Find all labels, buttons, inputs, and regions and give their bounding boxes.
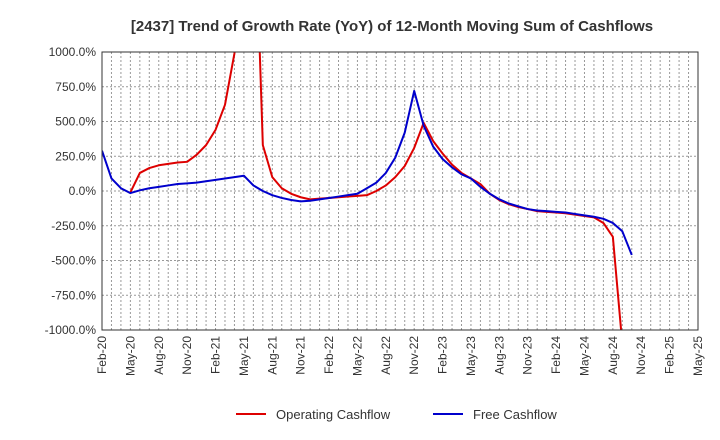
y-tick-label: -500.0% [51,254,96,268]
y-tick-label: -1000.0% [45,323,97,337]
series-lines [102,52,633,330]
x-axis-ticks: Feb-20 May-20 Aug-20 Nov-20 Feb-21 May-21 Aug-… [95,336,705,376]
legend-label: Free Cashflow [473,407,557,422]
x-tick-label: Aug-21 [265,336,279,375]
y-tick-label: 0.0% [69,184,97,198]
x-tick-label: Aug-22 [379,336,393,375]
x-tick-label: Nov-20 [180,336,194,375]
x-tick-label: Aug-20 [152,336,166,375]
y-tick-label: 1000.0% [49,45,97,59]
x-tick-label: Nov-22 [407,336,421,375]
x-tick-label: Feb-25 [663,336,677,374]
x-tick-label: Nov-23 [521,336,535,375]
x-tick-label: May-20 [123,336,137,376]
x-tick-label: May-23 [464,336,478,376]
x-tick-label: May-21 [237,336,251,376]
y-tick-label: -250.0% [51,219,96,233]
y-tick-label: -750.0% [51,288,96,302]
x-tick-label: May-24 [577,336,591,376]
legend-label: Operating Cashflow [276,407,391,422]
y-tick-label: 750.0% [55,80,96,94]
x-tick-label: May-22 [350,336,364,376]
x-tick-label: Aug-23 [492,336,506,375]
series-line-free-cashflow [102,89,633,256]
legend-item-free-cashflow: Free Cashflow [433,407,557,422]
chart-title: [2437] Trend of Growth Rate (YoY) of 12-… [131,18,653,35]
plot-frame [101,51,699,331]
y-tick-label: 250.0% [55,149,96,163]
y-axis-ticks: 1000.0% 750.0% 500.0% 250.0% 0.0% -250.0% -500… [45,45,97,337]
x-tick-label: May-25 [691,336,705,376]
x-tick-label: Feb-20 [95,336,109,374]
x-tick-label: Feb-23 [436,336,450,374]
legend-item-operating-cashflow: Operating Cashflow [236,407,391,422]
x-tick-label: Feb-22 [322,336,336,374]
y-tick-label: 500.0% [55,115,96,129]
x-tick-label: Nov-21 [294,336,308,375]
x-tick-label: Feb-21 [209,336,223,374]
x-tick-label: Aug-24 [606,336,620,375]
x-tick-label: Nov-24 [634,336,648,375]
legend: Operating Cashflow Free Cashflow [236,407,557,422]
x-tick-label: Feb-24 [549,336,563,374]
